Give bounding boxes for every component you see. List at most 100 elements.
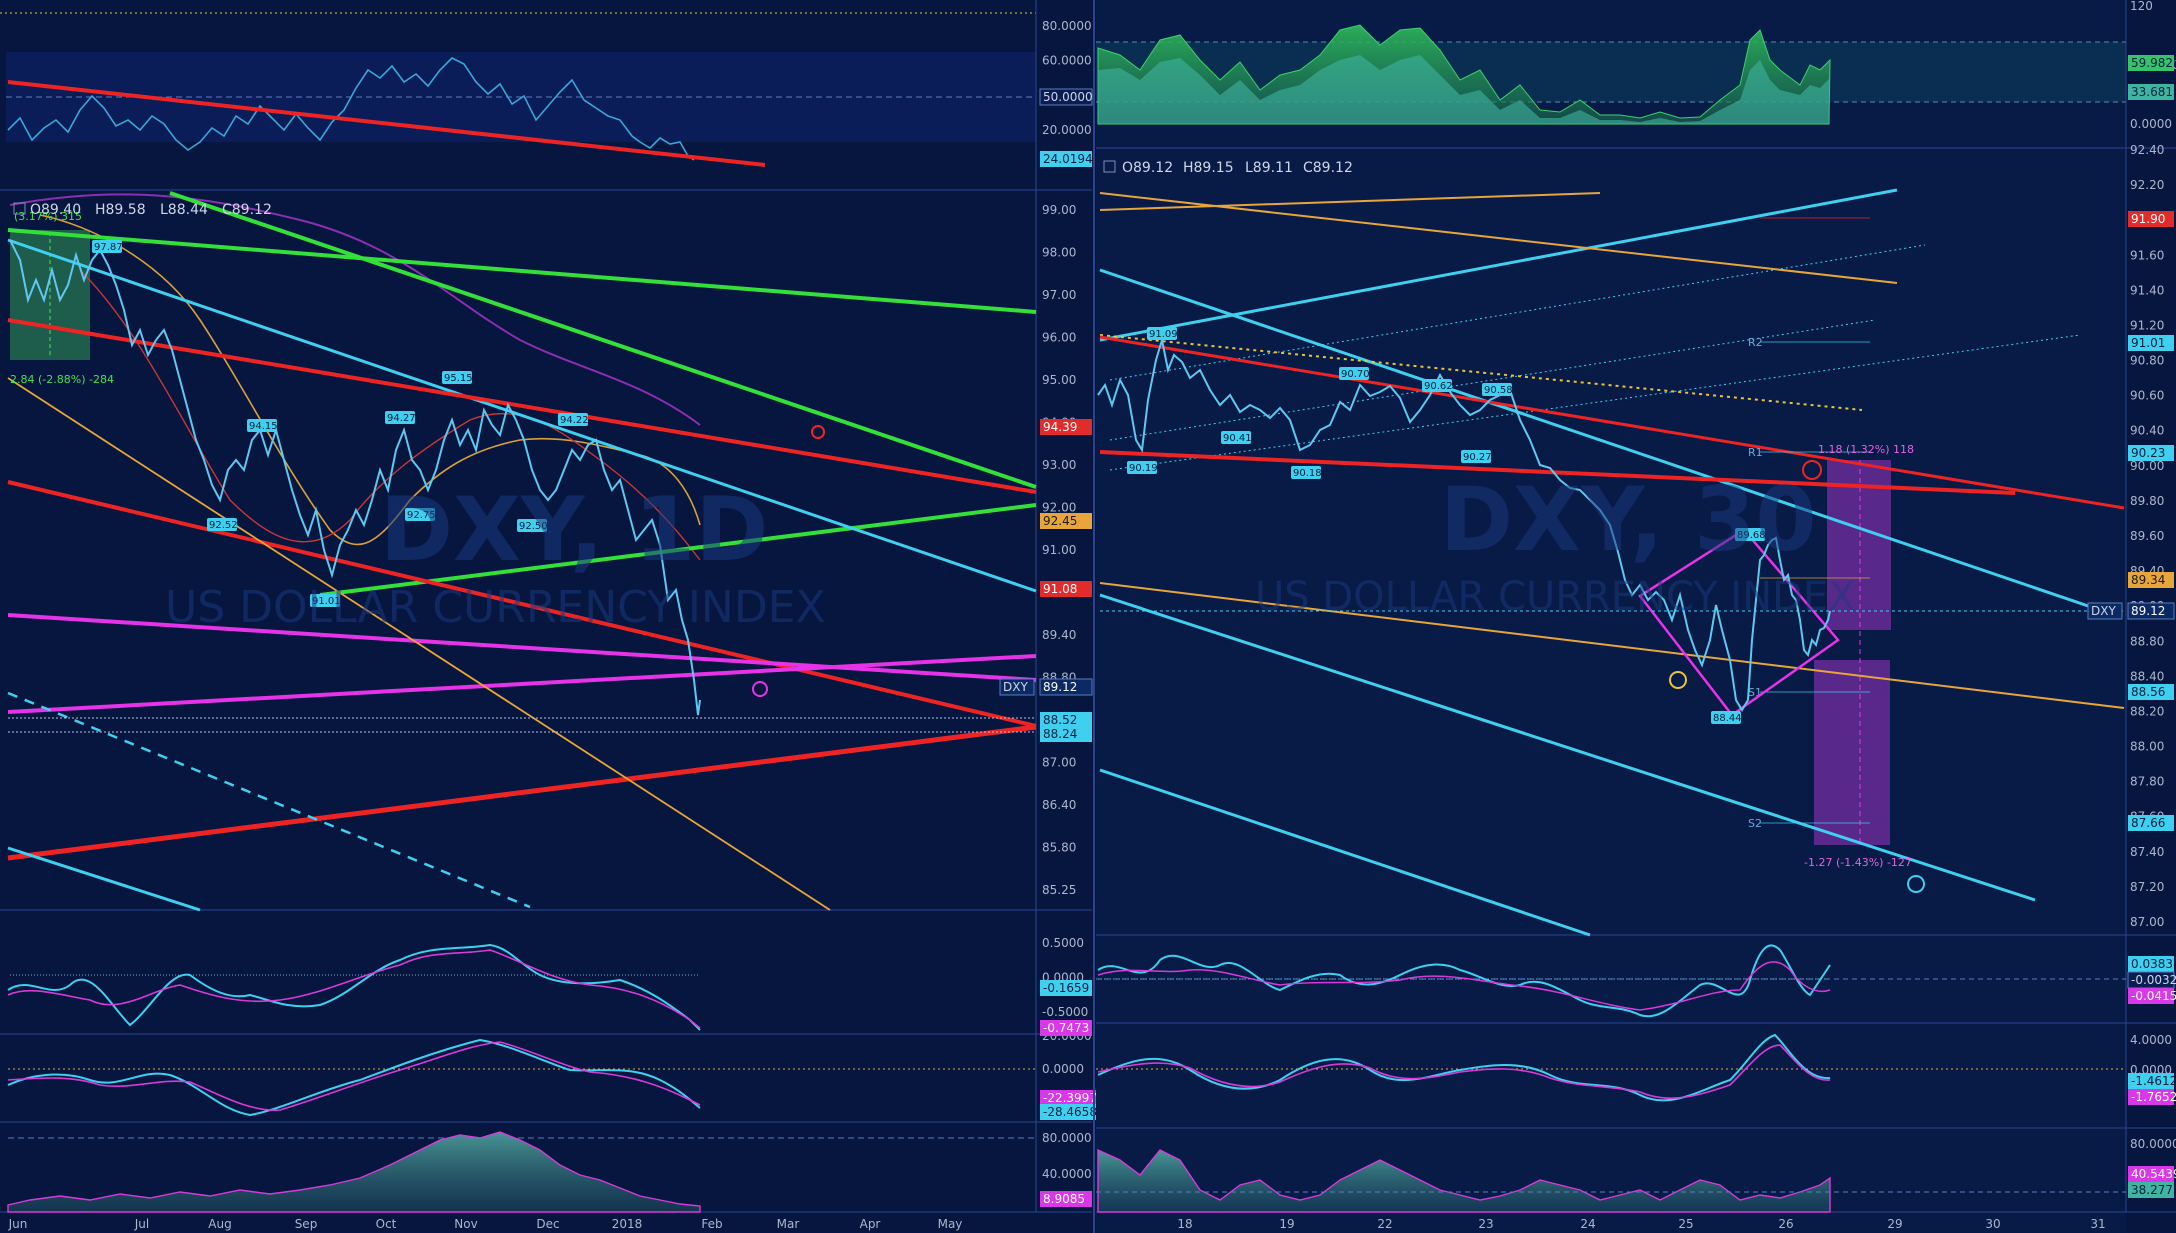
right-cyan-trendline — [1099, 593, 2036, 902]
time-tick-label: Oct — [376, 1217, 397, 1231]
right-measure-down: -1.27 (-1.43%) -127 — [1804, 856, 1912, 869]
axis-badge-text: DXY — [2091, 604, 2116, 618]
right-red-trendline — [1099, 450, 2016, 495]
axis-badge — [1040, 513, 1092, 529]
time-tick-label: 23 — [1478, 1217, 1493, 1231]
price-tick-label: 92.40 — [2130, 143, 2164, 157]
peak-label-tag — [247, 419, 277, 432]
peak-label: 92.52 — [209, 520, 238, 531]
volume-tick-label: 80.0000 — [1042, 1131, 1092, 1145]
volume-tick-label: 40.0000 — [1042, 1167, 1092, 1181]
peak-label-tag — [1147, 327, 1177, 340]
price-tick-label: 91.60 — [2130, 248, 2164, 262]
axis-badge — [999, 678, 1035, 696]
price-tick-label: 92.00 — [1042, 501, 1076, 515]
axis-badge — [2128, 815, 2174, 831]
right-up-event-icon[interactable] — [1907, 875, 1925, 893]
axis-badge — [2128, 211, 2174, 227]
price-tick-label: 99.00 — [1042, 203, 1076, 217]
price-tick-label: 87.00 — [2130, 915, 2164, 929]
peak-label-tag — [1735, 528, 1765, 541]
left-rsi-trendline — [7, 80, 766, 167]
left-macd-line — [7, 943, 701, 1031]
axis-badge — [1040, 726, 1092, 742]
peak-label-tag — [1711, 711, 1741, 724]
axis-badge-text: -0.7473 — [1043, 1021, 1089, 1035]
right-volume-area — [1097, 1148, 1831, 1213]
left-magenta-trendline — [7, 613, 1037, 682]
price-tick-label: 88.40 — [2130, 669, 2164, 683]
osc2-tick-label: 4.0000 — [2130, 1033, 2172, 1047]
right-volume-axis: 80.0000 — [2130, 1137, 2176, 1151]
price-tick-label: 87.40 — [2130, 845, 2164, 859]
right-up-event-icon[interactable] — [1669, 671, 1687, 689]
right-magenta-pattern — [1638, 528, 1840, 717]
right-down-event-icon[interactable] — [1802, 460, 1822, 480]
left-ma-red — [79, 269, 701, 561]
axis-badge — [2128, 684, 2174, 700]
peak-label: 91.01 — [312, 596, 341, 607]
pivot-label: R1 — [1748, 446, 1763, 459]
right-pivot-lines — [1760, 217, 1870, 824]
pivot-label: S1 — [1748, 686, 1762, 699]
right-osc1-line — [1097, 944, 1831, 1018]
axis-badge-text: 88.52 — [1043, 713, 1077, 727]
axis-badge-text: 87.66 — [2131, 816, 2165, 830]
left-stoch-k — [7, 1038, 701, 1117]
peak-label: 90.19 — [1129, 463, 1158, 474]
peak-label-tag — [385, 411, 415, 424]
pivot-label: S2 — [1748, 817, 1762, 830]
axis-badge-text: 33.6811 — [2131, 85, 2176, 99]
peak-label: 88.44 — [1713, 713, 1742, 724]
axis-badge — [2128, 1166, 2174, 1182]
axis-badge — [2128, 572, 2174, 588]
left-ohlc-low: L88.44 — [160, 202, 208, 218]
left-peak-labels: 97.87 94.15 92.52 94.27 92.75 95.15 92.50 94.22… — [92, 240, 589, 607]
price-tick-label: 89.40 — [1042, 628, 1076, 642]
time-tick-label: 19 — [1279, 1217, 1294, 1231]
time-tick-label: 2018 — [612, 1217, 643, 1231]
price-tick-label: 97.00 — [1042, 288, 1076, 302]
axis-badge — [2128, 445, 2174, 461]
right-legend-toggle-icon[interactable] — [1103, 160, 1116, 173]
axis-badge-text: 24.0194 — [1043, 152, 1093, 166]
price-tick-label: 90.80 — [2130, 354, 2164, 368]
right-time-axis: 18 19 22 23 24 25 26 29 30 31 — [1177, 1217, 2105, 1231]
left-red-trendline — [7, 724, 1037, 861]
rsi-tick-label: 80.0000 — [1042, 19, 1092, 33]
rsi-tick-label: 20.0000 — [1042, 123, 1092, 137]
peak-label-tag — [1221, 431, 1251, 444]
peak-label-tag — [1461, 450, 1491, 463]
time-tick-label: 25 — [1678, 1217, 1693, 1231]
price-tick-label: 90.60 — [2130, 389, 2164, 403]
volume-tick-label: 80.0000 — [2130, 1137, 2176, 1151]
axis-badge — [2128, 84, 2174, 100]
time-tick-label: Jul — [134, 1217, 149, 1231]
left-rsi-line — [7, 57, 695, 161]
right-orange-trendline — [1099, 582, 2125, 709]
left-down-event-icon[interactable] — [811, 425, 825, 439]
price-tick-label: 87.80 — [2130, 775, 2164, 789]
peak-label-tag — [310, 594, 340, 607]
left-legend-toggle-icon[interactable] — [13, 202, 26, 215]
right-osc1-signal — [1097, 961, 1831, 1011]
left-measure-top: (3.17%) 315 — [14, 210, 82, 223]
price-tick-label: 88.20 — [2130, 704, 2164, 718]
left-price-series — [9, 239, 701, 716]
time-tick-label: 18 — [1177, 1217, 1192, 1231]
peak-label-tag — [1422, 379, 1452, 392]
right-ohlc-legend: O89.12 H89.15 L89.11 C89.12 — [1103, 160, 1353, 176]
left-chart[interactable]: 97.87 94.15 92.52 94.27 92.75 95.15 92.50 94.22… — [0, 0, 1100, 1233]
left-up-event-icon[interactable] — [752, 681, 768, 697]
right-orange-trendline — [1099, 192, 1898, 284]
axis-badge-text: 91.01 — [2131, 336, 2165, 350]
time-tick-label: Sep — [295, 1217, 318, 1231]
axis-badge — [2128, 956, 2174, 972]
time-tick-label: Nov — [454, 1217, 477, 1231]
peak-label: 90.62 — [1424, 381, 1453, 392]
right-cyan-rising-line — [1099, 188, 1898, 342]
axis-badge-text: 8.9085 — [1043, 1192, 1085, 1206]
left-green-trendline — [7, 228, 1037, 314]
